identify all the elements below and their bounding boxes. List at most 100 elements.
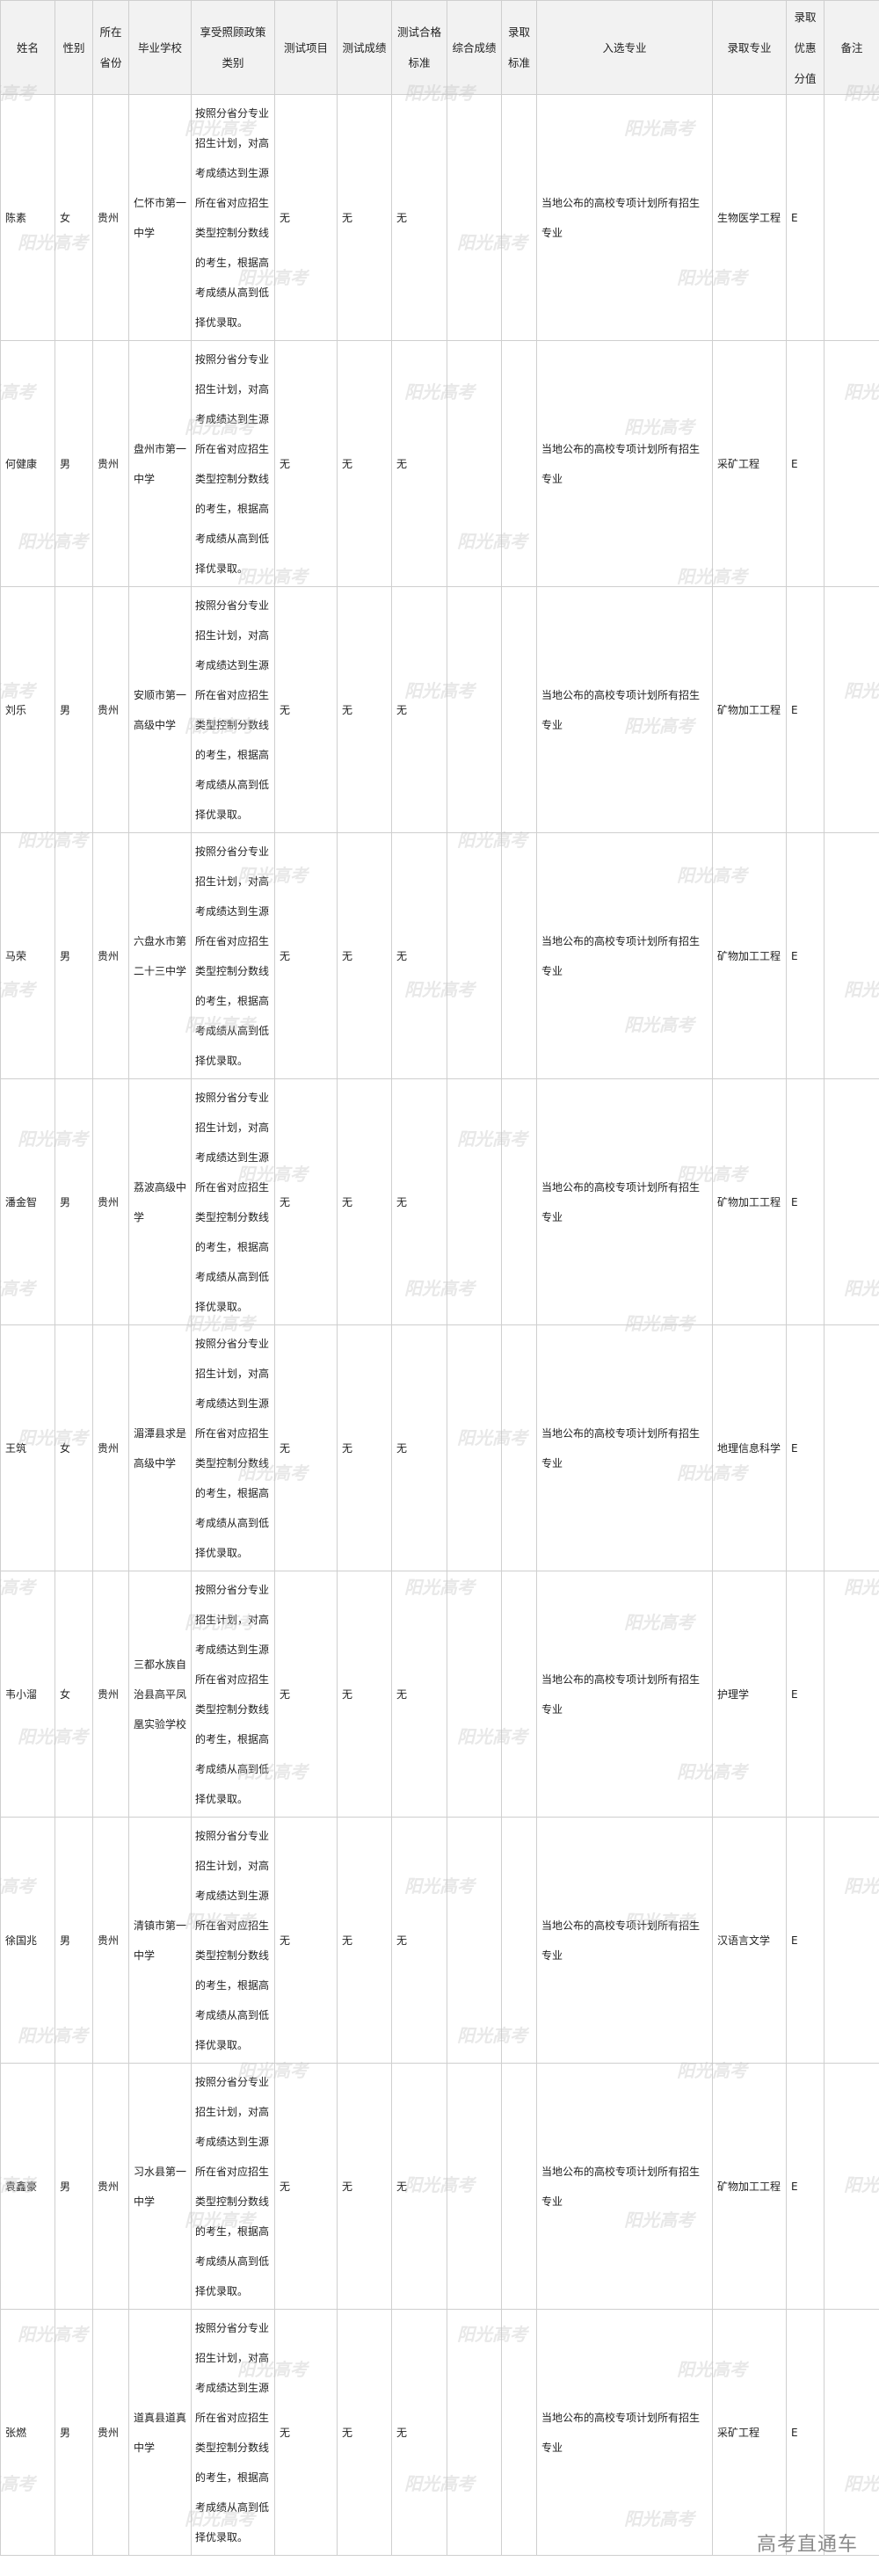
cell-remark [824,1817,879,2064]
cell-test-item: 无 [274,1324,338,1571]
cell-gender: 男 [54,340,93,587]
cell-test-score: 无 [337,1078,392,1325]
cell-selected-major: 当地公布的高校专项计划所有招生专业 [536,94,713,341]
cell-admit-standard [501,586,537,833]
cell-admitted-major: 生物医学工程 [712,94,787,341]
cell-admit-standard [501,1817,537,2064]
cell-school: 习水县第一中学 [128,2063,192,2310]
cell-admitted-major: 采矿工程 [712,340,787,587]
cell-test-standard: 无 [391,586,447,833]
table-row: 潘金智男贵州 荔波高级中学 按照分省分专业招生计划，对高考成绩达到生源所在省对应招生… [0,1078,879,1325]
cell-selected-major: 当地公布的高校专项计划所有招生专业 [536,1817,713,2064]
cell-test-score: 无 [337,340,392,587]
header-policy: 享受照顾政策类别 [191,0,275,95]
cell-policy: 按照分省分专业招生计划，对高考成绩达到生源所在省对应招生类型控制分数线的考生，根… [191,1817,275,2064]
cell-school: 三都水族自治县高平凤凰实验学校 [128,1571,192,1818]
cell-remark [824,1324,879,1571]
cell-policy: 按照分省分专业招生计划，对高考成绩达到生源所在省对应招生类型控制分数线的考生，根… [191,1078,275,1325]
cell-selected-major: 当地公布的高校专项计划所有招生专业 [536,832,713,1079]
cell-test-item: 无 [274,832,338,1079]
cell-test-item: 无 [274,2063,338,2310]
cell-remark [824,832,879,1079]
cell-remark [824,94,879,341]
cell-admitted-major: 地理信息科学 [712,1324,787,1571]
cell-school: 清镇市第一中学 [128,1817,192,2064]
header-row: 姓名 性别 所在省份 毕业学校 享受照顾政策类别 测试项目 测试成绩 测试合格标准 综合成绩 录取… [0,0,879,95]
cell-test-standard: 无 [391,94,447,341]
table-row: 袁鑫豪男贵州 习水县第一中学 按照分省分专业招生计划，对高考成绩达到生源所在省对应招… [0,2063,879,2310]
cell-gender: 男 [54,2309,93,2556]
cell-policy: 按照分省分专业招生计划，对高考成绩达到生源所在省对应招生类型控制分数线的考生，根… [191,1324,275,1571]
cell-bonus: E [786,340,825,587]
cell-test-standard: 无 [391,1078,447,1325]
cell-province: 贵州 [92,2309,129,2556]
cell-name: 张燃 [0,2309,55,2556]
cell-test-item: 无 [274,1571,338,1818]
header-test-item: 测试项目 [274,0,338,95]
cell-remark [824,1571,879,1818]
header-selected-major: 入选专业 [536,0,713,95]
cell-test-score: 无 [337,2309,392,2556]
cell-admitted-major: 矿物加工工程 [712,1078,787,1325]
cell-selected-major: 当地公布的高校专项计划所有招生专业 [536,1324,713,1571]
cell-selected-major: 当地公布的高校专项计划所有招生专业 [536,586,713,833]
cell-admitted-major: 汉语言文学 [712,1817,787,2064]
cell-test-score: 无 [337,1817,392,2064]
cell-school: 道真县道真中学 [128,2309,192,2556]
cell-bonus: E [786,2309,825,2556]
cell-name: 刘乐 [0,586,55,833]
cell-admitted-major: 护理学 [712,1571,787,1818]
cell-test-score: 无 [337,586,392,833]
cell-selected-major: 当地公布的高校专项计划所有招生专业 [536,340,713,587]
cell-gender: 男 [54,586,93,833]
cell-remark [824,1078,879,1325]
cell-test-standard: 无 [391,832,447,1079]
cell-bonus: E [786,1817,825,2064]
cell-policy: 按照分省分专业招生计划，对高考成绩达到生源所在省对应招生类型控制分数线的考生，根… [191,2063,275,2310]
cell-admitted-major: 矿物加工工程 [712,2063,787,2310]
cell-selected-major: 当地公布的高校专项计划所有招生专业 [536,1078,713,1325]
cell-selected-major: 当地公布的高校专项计划所有招生专业 [536,2063,713,2310]
cell-admit-standard [501,1078,537,1325]
cell-province: 贵州 [92,94,129,341]
header-bonus: 录取优惠分值 [786,0,825,95]
cell-test-score: 无 [337,832,392,1079]
cell-test-score: 无 [337,2063,392,2310]
header-remark: 备注 [824,0,879,95]
table-row: 徐国兆男贵州 清镇市第一中学 按照分省分专业招生计划，对高考成绩达到生源所在省对应招… [0,1817,879,2064]
header-admitted-major: 录取专业 [712,0,787,95]
header-admit-standard: 录取标准 [501,0,537,95]
cell-remark [824,2063,879,2310]
cell-bonus: E [786,1571,825,1818]
cell-bonus: E [786,1078,825,1325]
cell-test-item: 无 [274,586,338,833]
cell-gender: 男 [54,1817,93,2064]
header-gender: 性别 [54,0,93,95]
cell-test-item: 无 [274,2309,338,2556]
cell-test-standard: 无 [391,2309,447,2556]
cell-test-standard: 无 [391,1817,447,2064]
cell-province: 贵州 [92,586,129,833]
cell-bonus: E [786,586,825,833]
cell-policy: 按照分省分专业招生计划，对高考成绩达到生源所在省对应招生类型控制分数线的考生，根… [191,586,275,833]
cell-test-standard: 无 [391,1324,447,1571]
cell-admit-standard [501,2309,537,2556]
cell-admit-standard [501,94,537,341]
cell-name: 何健康 [0,340,55,587]
table-row: 韦小溜女贵州 三都水族自治县高平凤凰实验学校 按照分省分专业招生计划，对高考成绩达到… [0,1571,879,1818]
table-row: 何健康男贵州 盘州市第一中学 按照分省分专业招生计划，对高考成绩达到生源所在省对应招… [0,340,879,587]
cell-gender: 男 [54,2063,93,2310]
cell-province: 贵州 [92,1324,129,1571]
header-school: 毕业学校 [128,0,192,95]
cell-province: 贵州 [92,1078,129,1325]
cell-admitted-major: 矿物加工工程 [712,586,787,833]
cell-name: 王筑 [0,1324,55,1571]
cell-policy: 按照分省分专业招生计划，对高考成绩达到生源所在省对应招生类型控制分数线的考生，根… [191,832,275,1079]
cell-overall-score [447,1078,502,1325]
cell-overall-score [447,1571,502,1818]
cell-remark [824,340,879,587]
cell-bonus: E [786,1324,825,1571]
cell-admit-standard [501,832,537,1079]
cell-school: 六盘水市第二十三中学 [128,832,192,1079]
cell-gender: 男 [54,832,93,1079]
